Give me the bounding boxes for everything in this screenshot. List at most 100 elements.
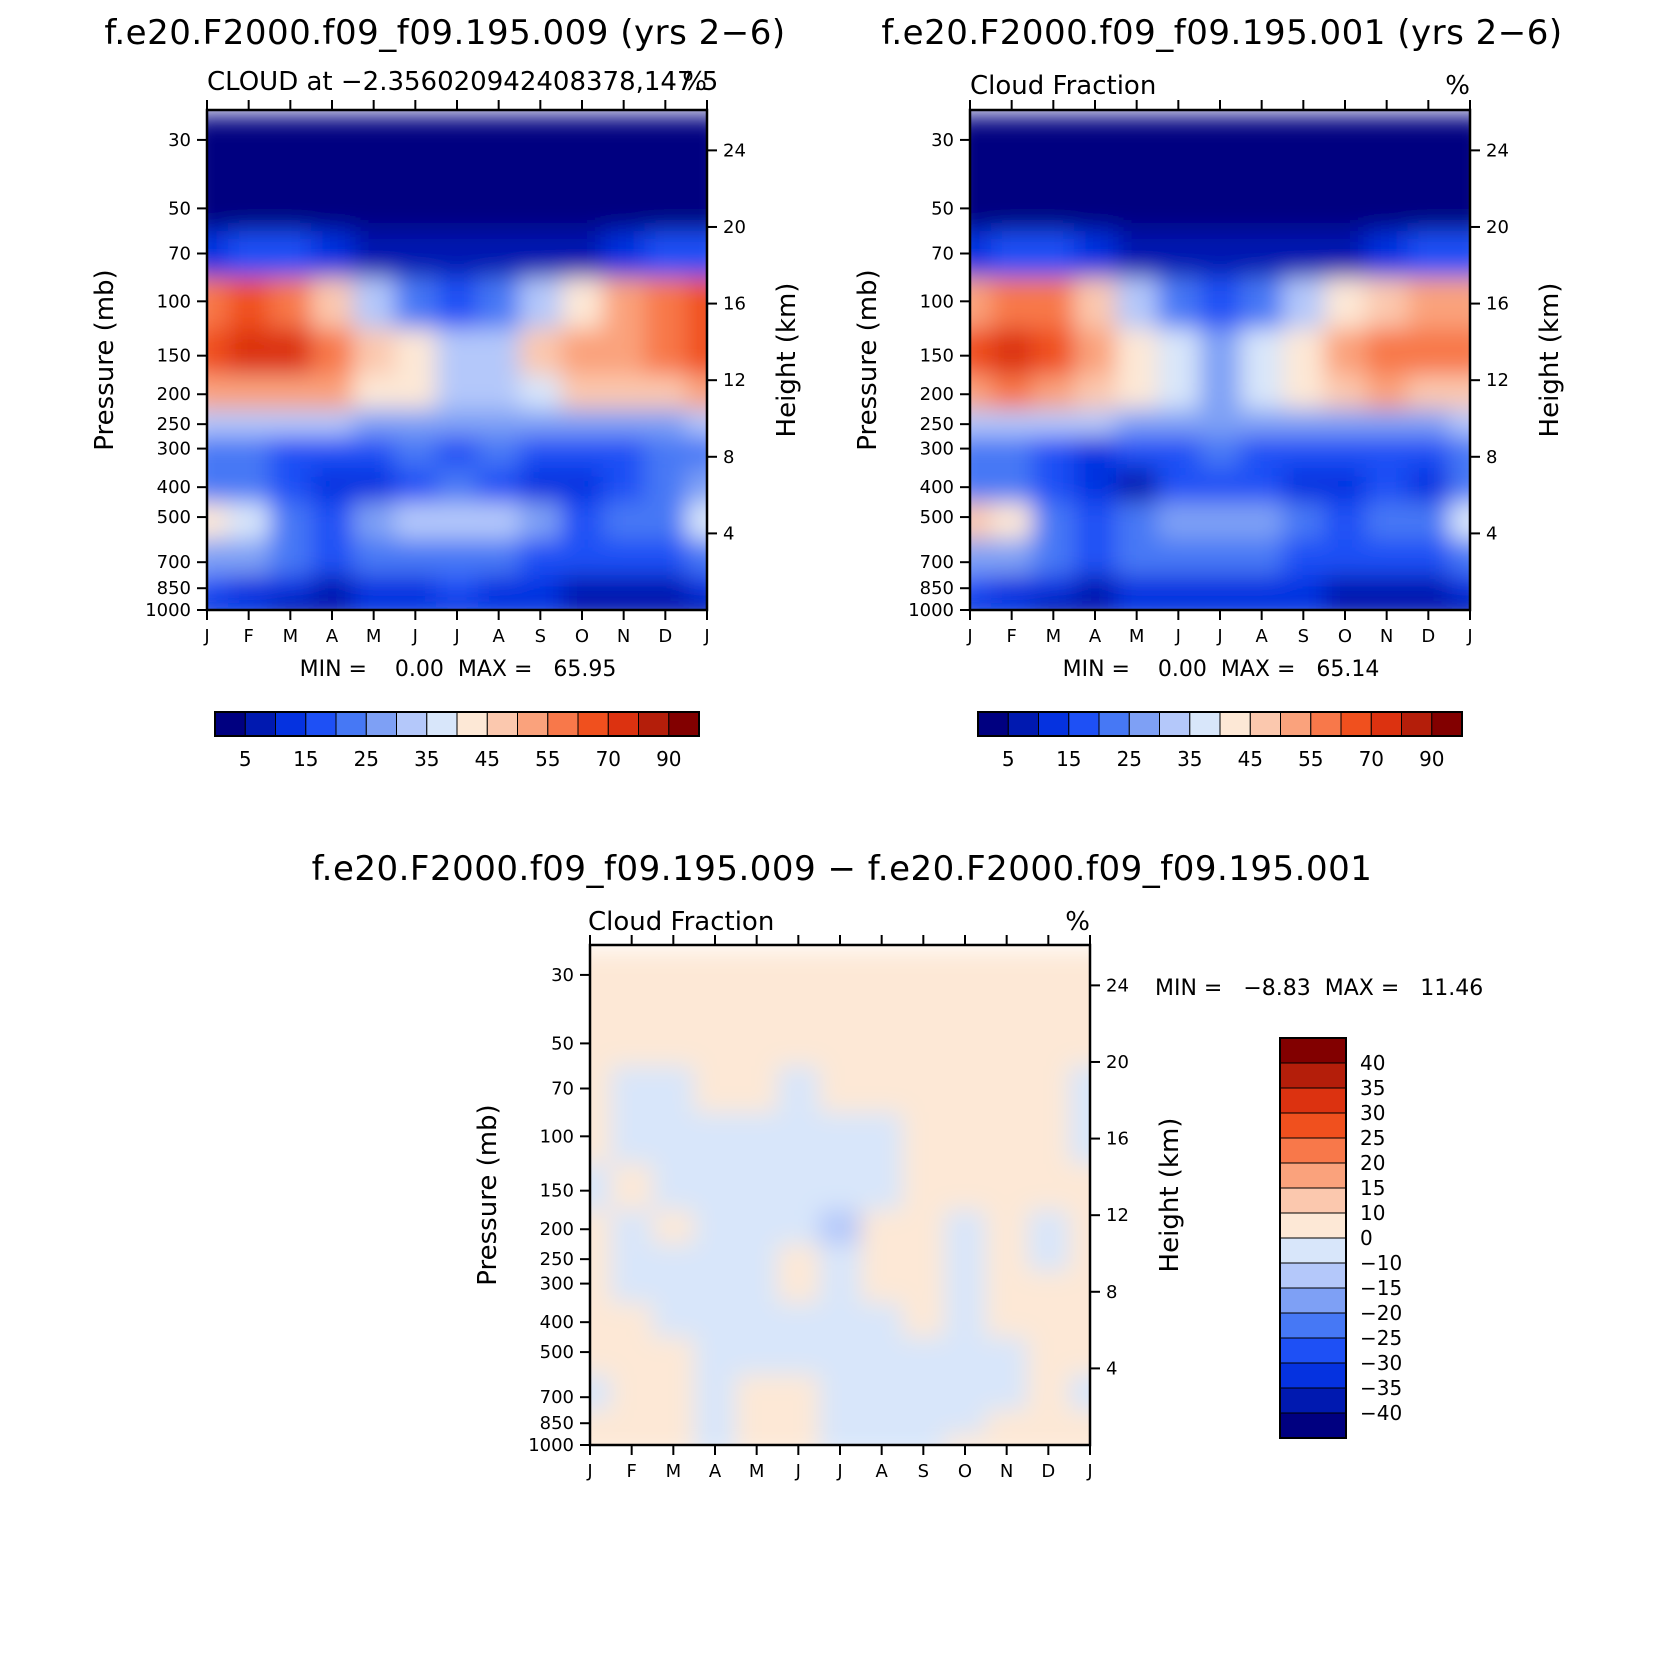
field-cell <box>985 950 1029 1010</box>
field-cell <box>1365 467 1409 503</box>
x-tick-label: J <box>586 1461 592 1482</box>
field-cell <box>1157 230 1200 279</box>
x-tick-label: M <box>1129 626 1145 647</box>
field-cell <box>590 1337 612 1376</box>
field-cell <box>436 174 479 232</box>
field-cell <box>819 1210 862 1245</box>
y-tick-label: 200 <box>920 384 954 405</box>
colorbar-label: 90 <box>656 747 681 771</box>
field-cell <box>990 375 1034 410</box>
field-cell <box>970 599 992 610</box>
field-cell <box>610 1337 654 1376</box>
field-cell <box>1115 575 1159 600</box>
height-tick-label: 4 <box>723 523 734 544</box>
colorbar-swatch <box>1310 711 1342 737</box>
field-cell <box>860 1210 904 1245</box>
field-cell <box>1282 375 1325 410</box>
field-cell <box>1027 1271 1070 1304</box>
field-cell <box>652 950 695 1010</box>
field-cell <box>561 277 604 330</box>
field-cell <box>1199 502 1242 541</box>
field-cell <box>860 1244 904 1273</box>
field-cell <box>944 950 987 1010</box>
field-cell <box>1240 575 1284 600</box>
y-tick-label: 300 <box>920 439 954 460</box>
field-cell <box>1157 575 1200 600</box>
colorbar-swatch <box>244 711 277 737</box>
x-tick-label: A <box>493 626 506 647</box>
y-tick-label: 1000 <box>145 600 191 621</box>
field-cell <box>1407 502 1450 541</box>
field-cell <box>1069 1434 1090 1445</box>
colorbar-label: 20 <box>1360 1151 1385 1175</box>
field-cell <box>207 467 229 503</box>
colorbar-swatch <box>1219 711 1251 737</box>
field-cell <box>519 328 562 376</box>
x-tick-label: S <box>535 626 546 647</box>
field-cell <box>1115 230 1159 279</box>
panel-1-units: % <box>1445 71 1470 101</box>
field-cell <box>602 409 646 438</box>
colorbar-swatch <box>1279 1387 1347 1414</box>
field-cell <box>561 467 604 503</box>
field-cell <box>1115 375 1159 410</box>
field-cell <box>519 575 562 600</box>
colorbar-swatch <box>1098 711 1130 737</box>
field-cell <box>970 502 992 541</box>
field-cell <box>694 1210 737 1245</box>
field-cell <box>590 1065 612 1114</box>
y-tick-label: 30 <box>168 130 191 151</box>
field-cell <box>610 950 654 1010</box>
field-cell <box>970 174 992 232</box>
colorbar-label: 70 <box>596 747 621 771</box>
field-cell <box>1365 115 1409 175</box>
colorbar-swatch <box>1280 711 1312 737</box>
field-cell <box>352 409 396 438</box>
field-cell <box>394 115 437 175</box>
field-cell <box>436 230 479 279</box>
colorbar-swatch <box>1279 1362 1347 1389</box>
field-cell <box>610 1065 654 1114</box>
field-cell <box>902 1434 945 1445</box>
colorbar-label: −15 <box>1360 1276 1402 1300</box>
colorbar-label: 35 <box>414 747 439 771</box>
colorbar-label: 25 <box>354 747 379 771</box>
field-cell <box>694 1112 737 1165</box>
field-cell <box>1407 436 1450 469</box>
y-tick-label: 70 <box>168 244 191 265</box>
y-tick-label: 250 <box>540 1249 574 1270</box>
field-cell <box>1157 115 1200 175</box>
field-cell <box>902 1374 945 1411</box>
field-cell <box>1365 230 1409 279</box>
colorbar-label: 25 <box>1117 747 1142 771</box>
field-cell <box>990 539 1034 576</box>
field-cell <box>269 115 312 175</box>
colorbar-swatch <box>1279 1212 1347 1239</box>
field-cell <box>1199 467 1242 503</box>
field-cell <box>944 1112 987 1165</box>
field-cell <box>561 174 604 232</box>
field-cell <box>735 1337 779 1376</box>
field-cell <box>860 1302 904 1338</box>
field-cell <box>1324 328 1367 376</box>
field-cell <box>269 599 312 610</box>
field-cell <box>1365 539 1409 576</box>
field-cell <box>990 502 1034 541</box>
field-cell <box>1449 375 1470 410</box>
x-tick-label: M <box>666 1461 682 1482</box>
y-tick-label: 400 <box>920 477 954 498</box>
colorbar-swatch <box>1279 1112 1347 1139</box>
panel-2-field <box>590 950 1090 1445</box>
y-tick-label: 250 <box>920 414 954 435</box>
field-cell <box>1407 174 1450 232</box>
field-cell <box>1115 539 1159 576</box>
x-tick-label: O <box>575 626 589 647</box>
field-cell <box>1240 375 1284 410</box>
field-cell <box>819 1302 862 1338</box>
field-cell <box>777 1374 820 1411</box>
field-cell <box>1324 599 1367 610</box>
y-tick-label: 300 <box>157 439 191 460</box>
height-tick-label: 24 <box>1486 140 1509 161</box>
field-cell <box>394 575 437 600</box>
field-cell <box>1069 1112 1090 1165</box>
